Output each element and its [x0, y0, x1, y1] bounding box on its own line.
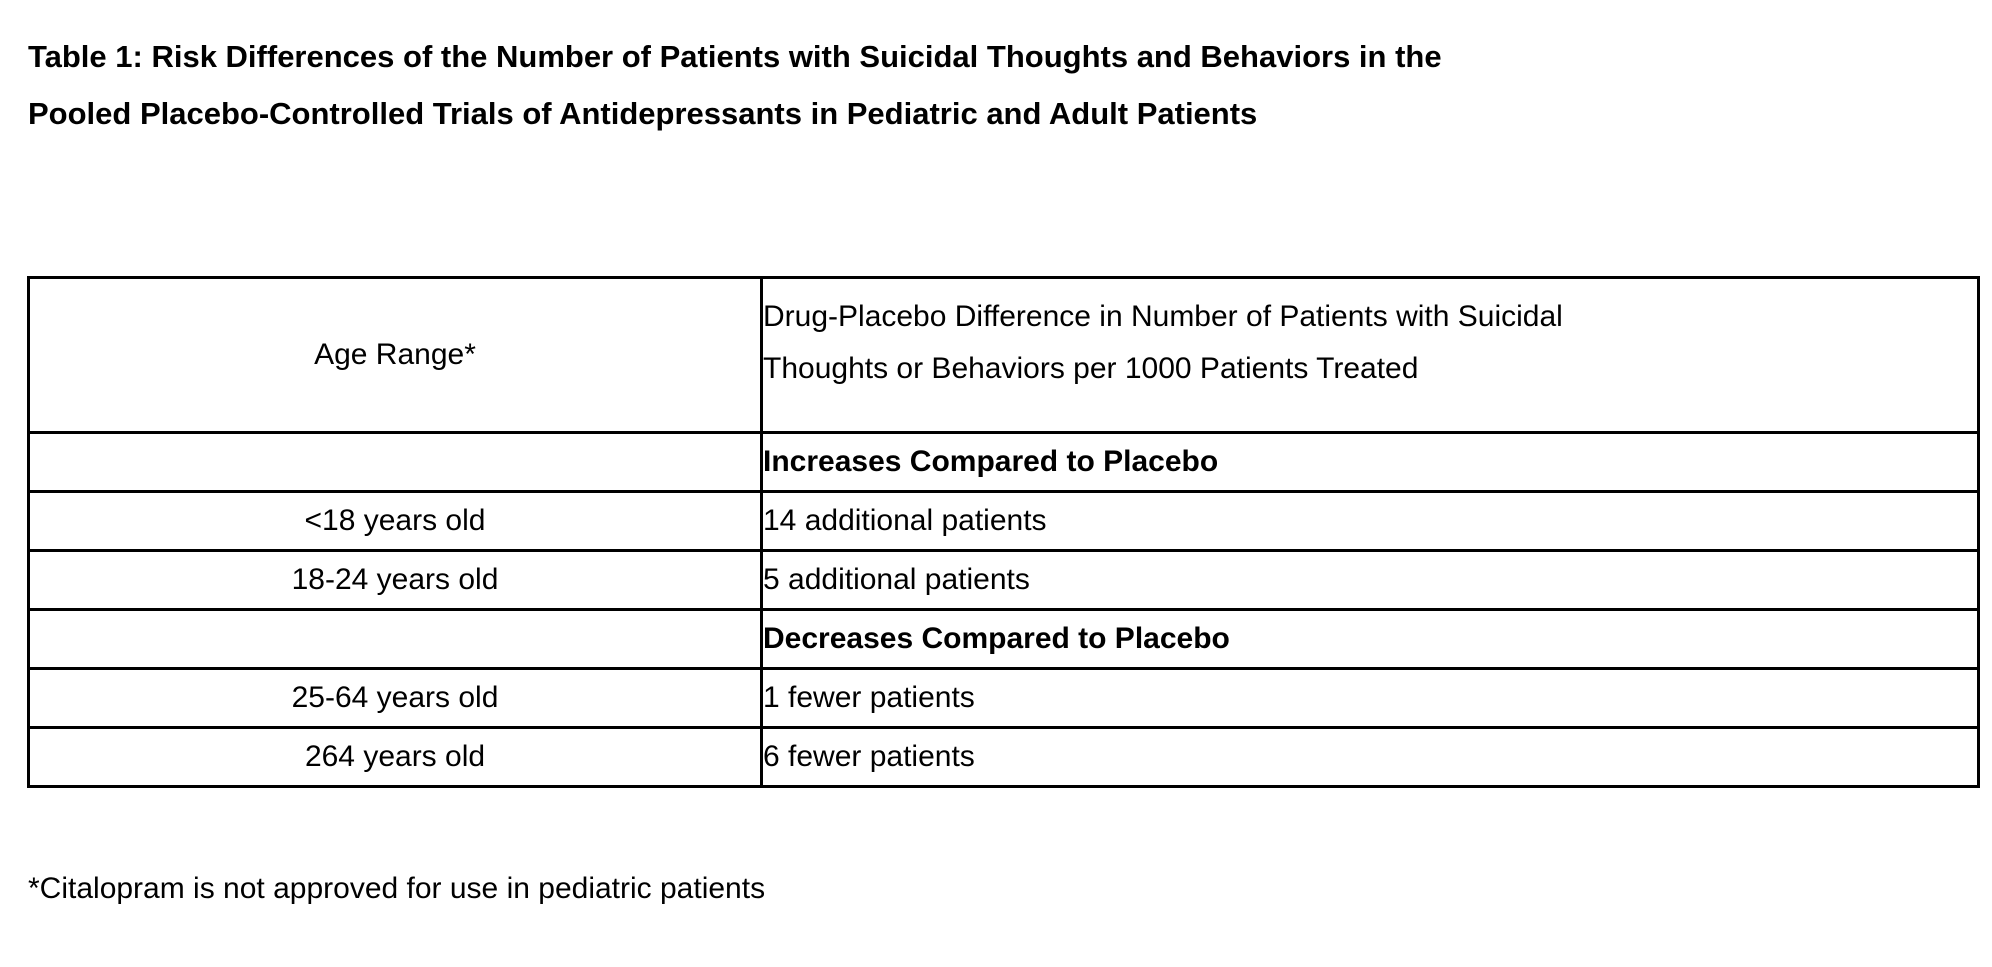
- age-cell: 264 years old: [27, 726, 763, 788]
- header-diff-line2: Thoughts or Behaviors per 1000 Patients …: [763, 352, 1419, 385]
- age-cell-empty: [27, 431, 763, 493]
- table-header-row: Age Range* Drug-Placebo Difference in Nu…: [27, 276, 1980, 434]
- footnote: *Citalopram is not approved for use in p…: [28, 872, 766, 905]
- age-cell-empty: [27, 608, 763, 670]
- table-row: 18-24 years old 5 additional patients: [27, 549, 1980, 611]
- value-cell: 1 fewer patients: [760, 667, 1980, 729]
- value-cell: 14 additional patients: [760, 490, 1980, 552]
- table-row: <18 years old 14 additional patients: [27, 490, 1980, 552]
- age-cell: 18-24 years old: [27, 549, 763, 611]
- age-cell: <18 years old: [27, 490, 763, 552]
- risk-differences-table: Age Range* Drug-Placebo Difference in Nu…: [27, 276, 1980, 788]
- table-title-line2: Pooled Placebo-Controlled Trials of Anti…: [28, 96, 1258, 131]
- table-title-line1: Table 1: Risk Differences of the Number …: [28, 39, 1442, 74]
- header-cell-drug-placebo-difference: Drug-Placebo Difference in Number of Pat…: [760, 276, 1980, 434]
- table-title: Table 1: Risk Differences of the Number …: [28, 28, 1442, 142]
- section-label-decreases: Decreases Compared to Placebo: [760, 608, 1980, 670]
- section-label-increases: Increases Compared to Placebo: [760, 431, 1980, 493]
- header-diff-line1: Drug-Placebo Difference in Number of Pat…: [763, 300, 1563, 333]
- value-cell: 6 fewer patients: [760, 726, 1980, 788]
- section-row-increases: Increases Compared to Placebo: [27, 431, 1980, 493]
- table-row: 25-64 years old 1 fewer patients: [27, 667, 1980, 729]
- age-cell: 25-64 years old: [27, 667, 763, 729]
- section-row-decreases: Decreases Compared to Placebo: [27, 608, 1980, 670]
- header-cell-age-range: Age Range*: [27, 276, 763, 434]
- value-cell: 5 additional patients: [760, 549, 1980, 611]
- table-row: 264 years old 6 fewer patients: [27, 726, 1980, 788]
